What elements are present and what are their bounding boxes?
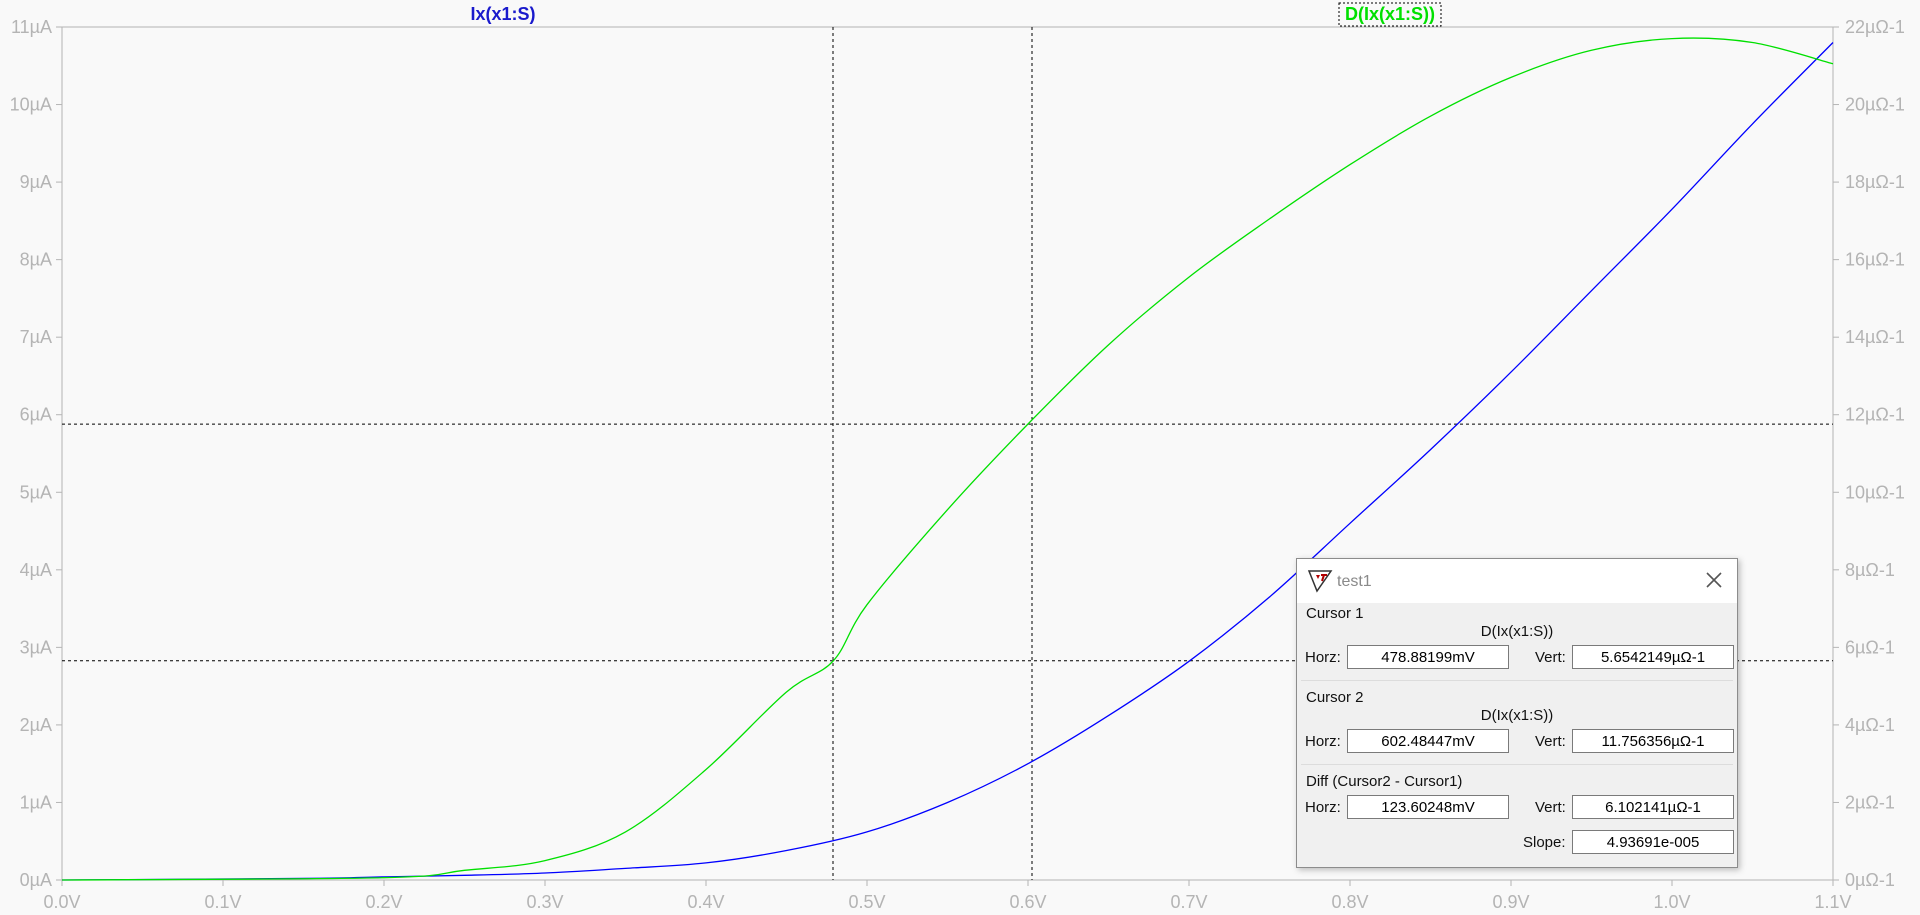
y-left-tick-label: 8µA [20, 250, 52, 270]
y-right-tick-label: 16µΩ-1 [1845, 250, 1905, 270]
diff-slope-label: Slope: [1523, 834, 1566, 851]
close-icon[interactable] [1701, 567, 1727, 593]
cursor1-trace: D(Ix(x1:S)) [1480, 623, 1554, 640]
cursor1-vert-field[interactable]: 5.6542149µΩ-1 [1572, 645, 1734, 669]
y-right-tick-label: 6µΩ-1 [1845, 637, 1895, 657]
diff-horz-field[interactable]: 123.60248mV [1347, 795, 1509, 819]
x-tick-label: 1.1V [1814, 892, 1851, 912]
trace-titles[interactable]: Ix(x1:S) D(Ix(x1:S)) [470, 2, 1442, 27]
y-right-tick-label: 20µΩ-1 [1845, 95, 1905, 115]
y-left-tick-label: 1µA [20, 792, 52, 812]
dialog-titlebar[interactable]: test1 [1297, 559, 1737, 603]
cursor2-horz-label: Horz: [1305, 733, 1341, 750]
x-tick-label: 0.4V [687, 892, 724, 912]
x-tick-label: 0.6V [1009, 892, 1046, 912]
cursor2-heading: Cursor 2 [1306, 689, 1364, 706]
y-left-tick-label: 4µA [20, 560, 52, 580]
x-tick-label: 0.2V [365, 892, 402, 912]
y-right-tick-label: 10µΩ-1 [1845, 482, 1905, 502]
x-tick-label: 0.0V [43, 892, 80, 912]
section-divider [1301, 680, 1733, 681]
series-layer [61, 37, 1834, 881]
x-tick-label: 0.3V [526, 892, 563, 912]
cursor2-horz-field[interactable]: 602.48447mV [1347, 729, 1509, 753]
y-right-tick-label: 14µΩ-1 [1845, 327, 1905, 347]
x-tick-label: 0.1V [204, 892, 241, 912]
x-tick-label: 1.0V [1653, 892, 1690, 912]
y-right-tick-label: 22µΩ-1 [1845, 17, 1905, 37]
diff-vert-label: Vert: [1535, 799, 1566, 816]
section-divider [1301, 764, 1733, 765]
cursor2-vert-field[interactable]: 11.756356µΩ-1 [1572, 729, 1734, 753]
cursor1-heading: Cursor 1 [1306, 605, 1364, 622]
y-right-tick-label: 18µΩ-1 [1845, 172, 1905, 192]
cursor-lines[interactable] [62, 27, 1833, 880]
diff-vert-field[interactable]: 6.102141µΩ-1 [1572, 795, 1734, 819]
y-right-tick-label: 8µΩ-1 [1845, 560, 1895, 580]
y-right-tick-label: 0µΩ-1 [1845, 870, 1895, 890]
x-tick-label: 0.9V [1492, 892, 1529, 912]
axes: 0.0V 0.1V 0.2V 0.3V 0.4V 0.5V 0.6V 0.7V 0.8V 0.9V… [10, 17, 1905, 912]
x-tick-label: 0.7V [1170, 892, 1207, 912]
series-line-d-ix [61, 37, 1834, 881]
cursor2-trace: D(Ix(x1:S)) [1480, 707, 1554, 724]
plot-frame [61, 26, 1834, 881]
y-left-tick-label: 6µA [20, 405, 52, 425]
trace-title-ix[interactable]: Ix(x1:S) [470, 4, 535, 24]
dialog-title: test1 [1337, 573, 1372, 590]
diff-slope-field[interactable]: 4.93691e-005 [1572, 830, 1734, 854]
y-right-tick-label: 2µΩ-1 [1845, 792, 1895, 812]
cursor1-horz-field[interactable]: 478.88199mV [1347, 645, 1509, 669]
y-right-tick-label: 4µΩ-1 [1845, 715, 1895, 735]
y-left-tick-label: 10µA [10, 95, 52, 115]
y-left-tick-label: 11µA [11, 17, 52, 37]
y-left-tick-label: 5µA [20, 482, 52, 502]
trace-title-selection-box [1338, 2, 1442, 27]
diff-horz-label: Horz: [1305, 799, 1341, 816]
cursor1-horz-label: Horz: [1305, 649, 1341, 666]
x-tick-label: 0.5V [848, 892, 885, 912]
series-line-ix [61, 42, 1834, 881]
y-left-tick-label: 2µA [20, 715, 52, 735]
x-tick-label: 0.8V [1331, 892, 1368, 912]
diff-heading: Diff (Cursor2 - Cursor1) [1306, 773, 1463, 790]
ltspice-logo-icon [1307, 570, 1333, 593]
y-left-tick-label: 7µA [20, 327, 52, 347]
y-left-tick-label: 3µA [20, 637, 52, 657]
trace-title-d-ix[interactable]: D(Ix(x1:S)) [1345, 4, 1435, 24]
y-left-tick-label: 9µA [20, 172, 52, 192]
cursor1-vert-label: Vert: [1535, 649, 1566, 666]
y-right-tick-label: 12µΩ-1 [1845, 405, 1905, 425]
cursor2-vert-label: Vert: [1535, 733, 1566, 750]
cursor-dialog[interactable]: test1 Cursor 1 D(Ix(x1:S)) Horz: 478.881… [1296, 558, 1738, 868]
y-left-tick-label: 0µA [20, 870, 52, 890]
